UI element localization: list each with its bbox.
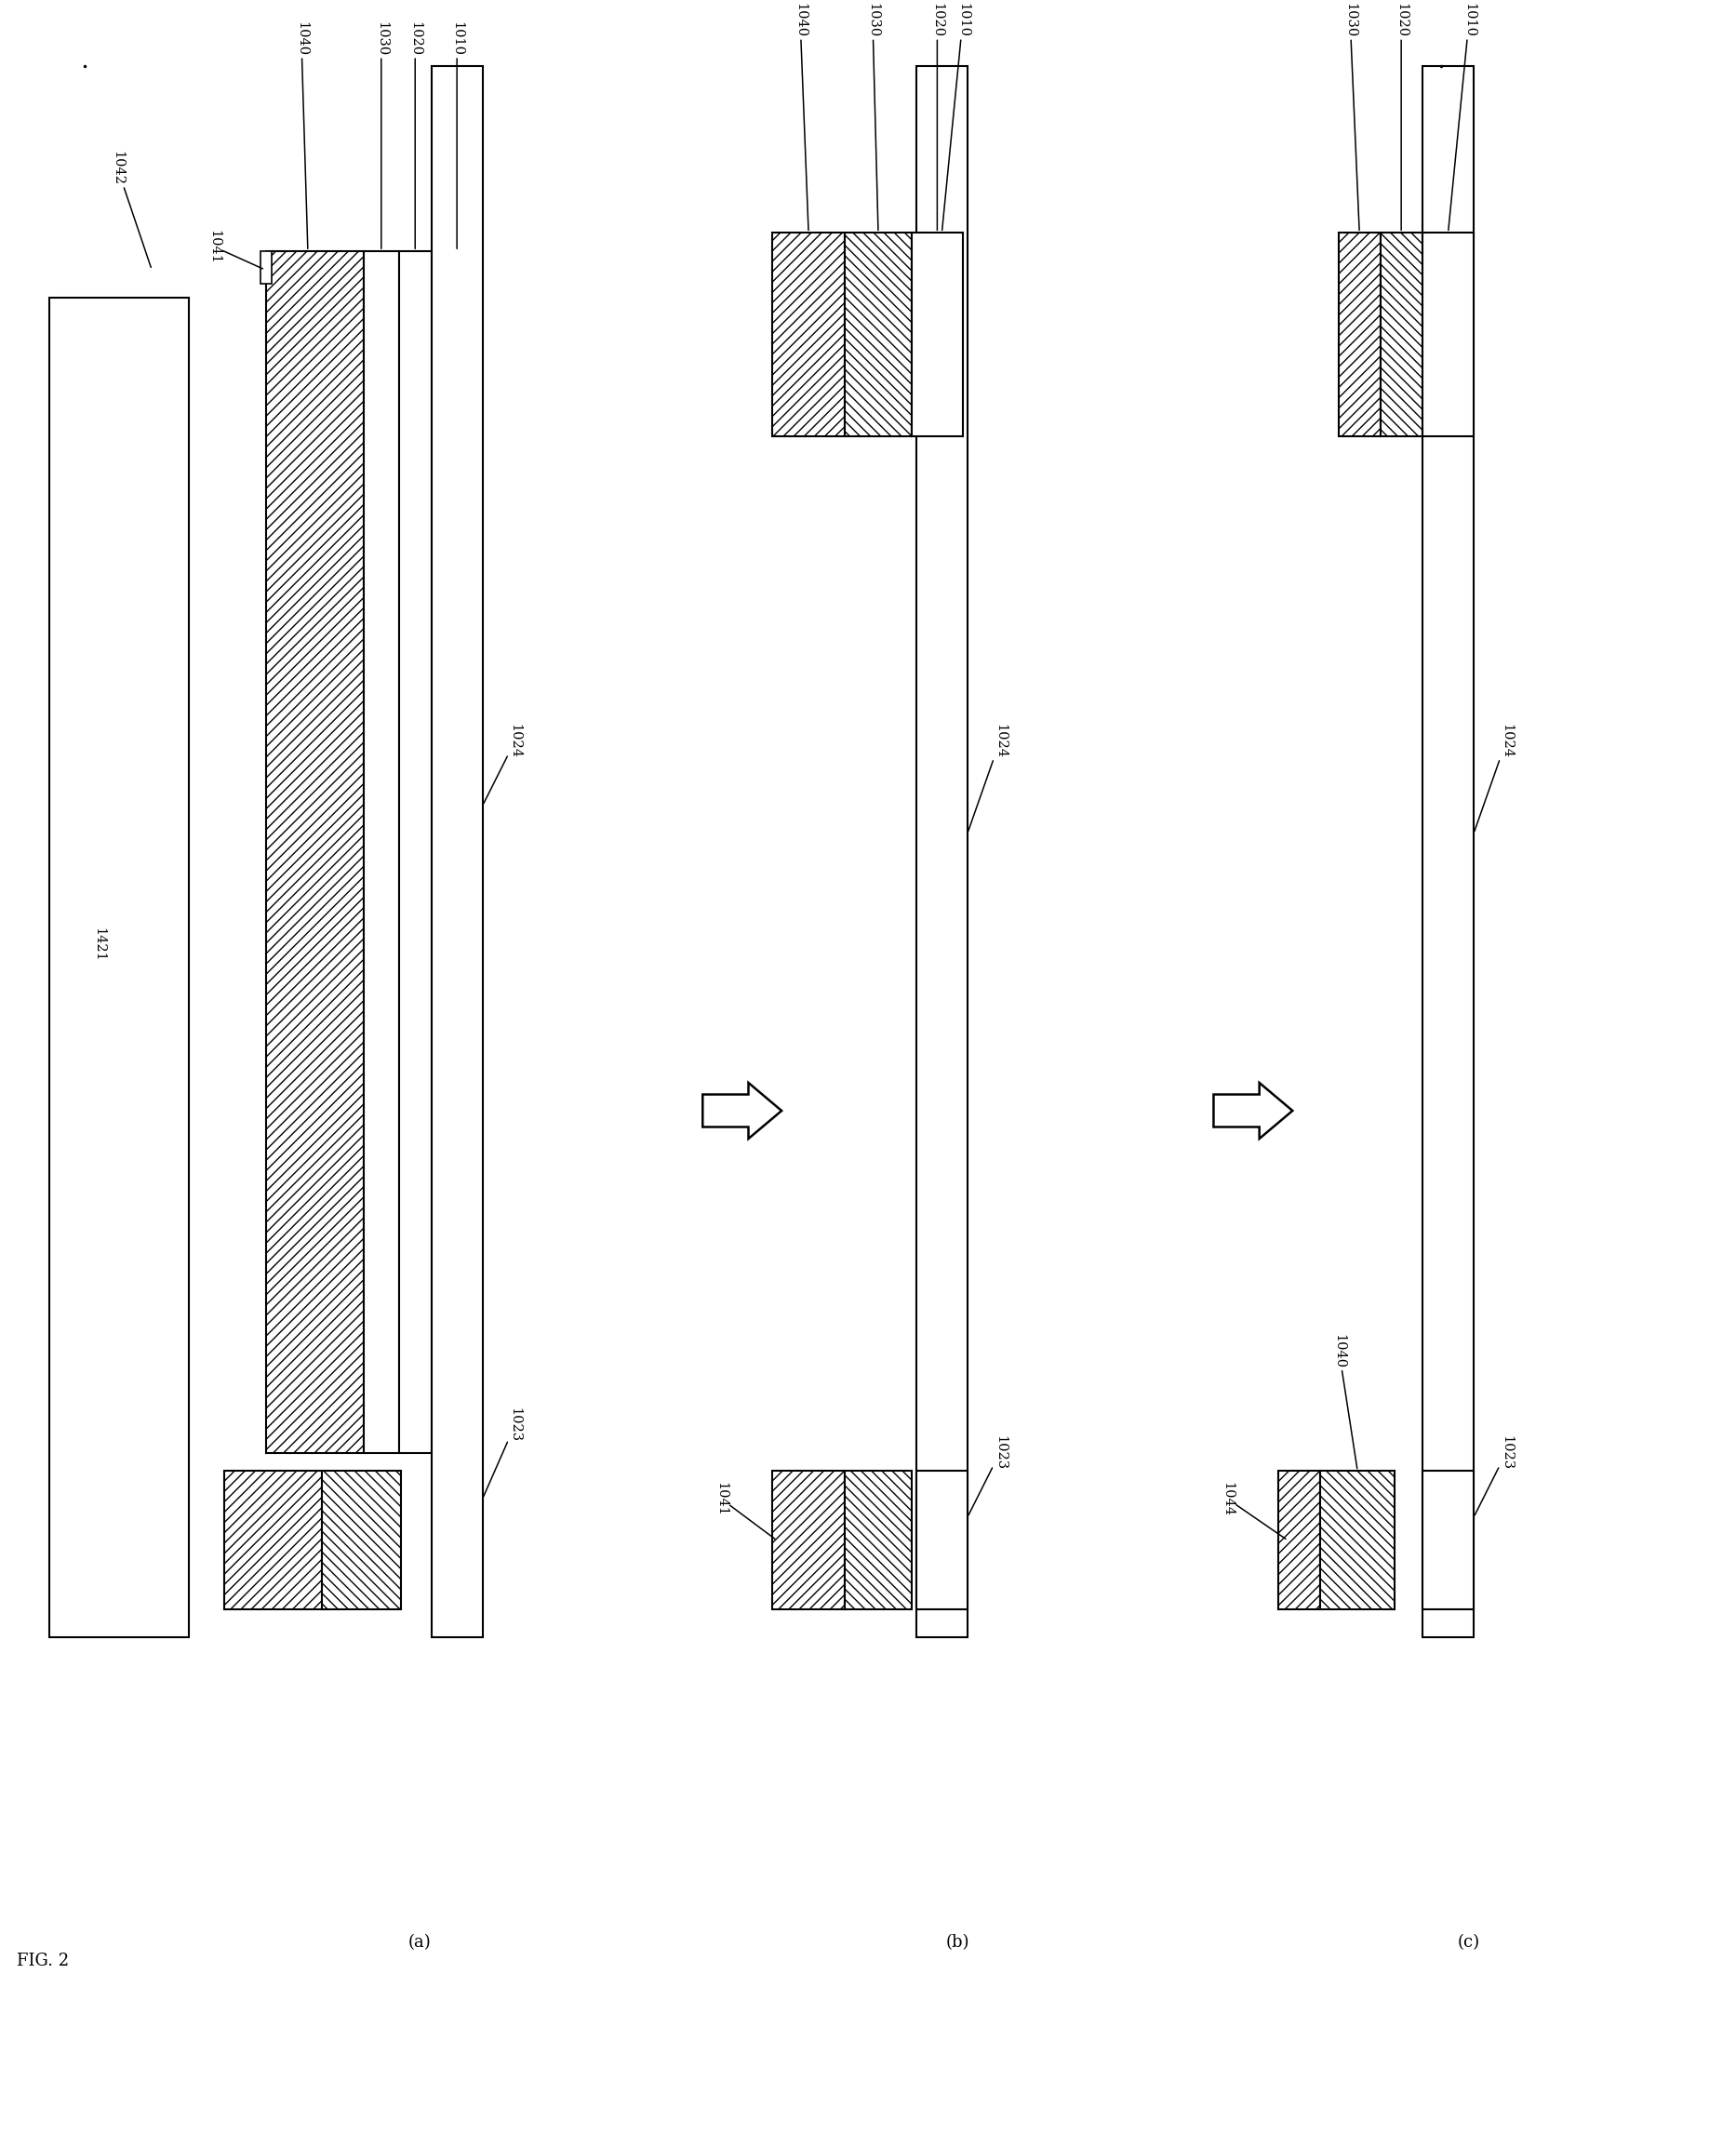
Bar (773, 1471, 845, 1610)
Bar (260, 251, 271, 283)
Text: 1421: 1421 (92, 928, 106, 962)
Text: 1010: 1010 (450, 21, 464, 249)
Bar (363, 251, 399, 1454)
Text: 1023: 1023 (1476, 1436, 1512, 1516)
Text: 1020: 1020 (408, 21, 422, 249)
Text: 1024: 1024 (484, 724, 521, 803)
Text: 1024: 1024 (969, 724, 1007, 831)
Bar (1422, 232, 1474, 436)
Bar (773, 232, 845, 436)
Bar (1422, 67, 1474, 1638)
Bar (224, 1471, 321, 1610)
Text: 1010: 1010 (943, 2, 969, 230)
Text: 1023: 1023 (484, 1408, 521, 1496)
Bar (917, 67, 967, 1638)
Text: 1023: 1023 (969, 1436, 1007, 1516)
Text: 1040: 1040 (793, 2, 809, 230)
Bar (321, 1471, 401, 1610)
Text: 1010: 1010 (1448, 2, 1476, 230)
Text: (c): (c) (1458, 1934, 1481, 1952)
Text: 1040: 1040 (295, 21, 307, 249)
Polygon shape (703, 1082, 781, 1138)
Text: FIG. 2: FIG. 2 (17, 1952, 69, 1969)
Bar (845, 232, 911, 436)
Text: (a): (a) (408, 1934, 431, 1952)
Text: 1040: 1040 (1333, 1333, 1358, 1469)
Text: 1020: 1020 (930, 2, 944, 230)
Text: 1030: 1030 (1344, 2, 1359, 230)
Bar (431, 67, 483, 1638)
Bar (1380, 232, 1422, 436)
Bar (1338, 232, 1380, 436)
Bar (399, 251, 431, 1454)
Bar (50, 298, 189, 1638)
Bar (266, 251, 363, 1454)
Bar (845, 1471, 911, 1610)
Polygon shape (1213, 1082, 1293, 1138)
Bar (917, 1471, 967, 1610)
Text: 1030: 1030 (866, 2, 878, 230)
Text: 1024: 1024 (1474, 724, 1512, 831)
Text: 1041: 1041 (715, 1481, 774, 1539)
Bar (1279, 1471, 1321, 1610)
Bar (50, 298, 189, 1638)
Text: 1041: 1041 (208, 230, 262, 268)
Text: 1042: 1042 (111, 150, 151, 268)
Text: 1044: 1044 (1220, 1481, 1286, 1539)
Bar (911, 232, 963, 436)
Bar (1422, 1471, 1474, 1610)
Text: 1020: 1020 (1394, 2, 1408, 230)
Text: 1030: 1030 (375, 21, 387, 249)
Bar (1321, 1471, 1394, 1610)
Text: (b): (b) (946, 1934, 970, 1952)
